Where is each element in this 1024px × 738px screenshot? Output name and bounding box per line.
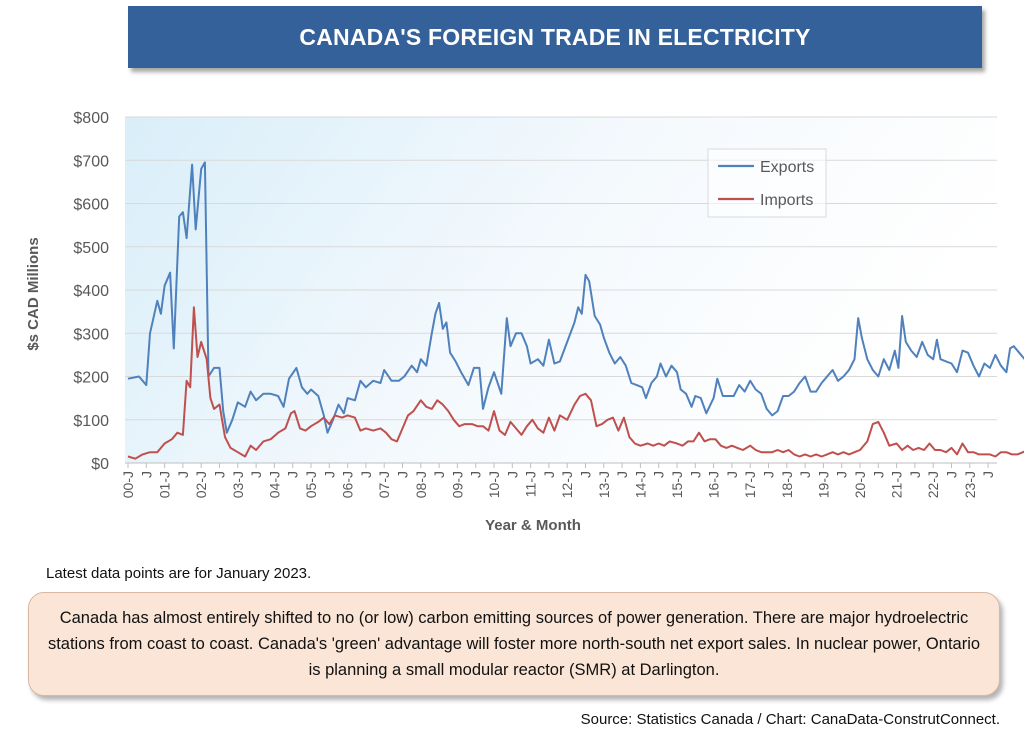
y-tick-label: $500 — [73, 240, 109, 257]
x-tick-label: J — [358, 471, 374, 478]
y-tick-label: $600 — [73, 197, 109, 214]
gridlines — [125, 116, 997, 421]
x-tick-label: 10-J — [486, 471, 502, 498]
x-tick-label: J — [468, 471, 484, 478]
x-tick-label: J — [138, 471, 154, 478]
x-tick-label: 04-J — [266, 471, 282, 498]
y-tick-label: $0 — [91, 456, 109, 473]
latest-data-note: Latest data points are for January 2023. — [46, 565, 312, 582]
x-tick-label: 20-J — [852, 471, 868, 498]
y-tick-label: $700 — [73, 153, 109, 170]
series-lines — [127, 161, 1024, 460]
x-tick-label: J — [761, 471, 777, 478]
x-tick-label: 14-J — [632, 471, 648, 498]
x-tick-label: 03-J — [230, 471, 246, 498]
x-axis-label: Year & Month — [485, 517, 581, 534]
legend-label-imports: Imports — [760, 192, 813, 209]
y-tick-label: $300 — [73, 326, 109, 343]
legend: Exports Imports — [707, 148, 827, 218]
commentary-callout: Canada has almost entirely shifted to no… — [28, 592, 1000, 696]
x-tick-label: 22-J — [925, 471, 941, 498]
x-tick-label: 06-J — [340, 471, 356, 498]
x-tick-label: J — [541, 471, 557, 478]
series-line-imports — [127, 306, 1024, 460]
x-tick-label: J — [431, 471, 447, 478]
x-tick-label: J — [980, 471, 996, 478]
line-chart: $0 $100 $200 $300 $400 $500 $600 $700 $800 00-J J… — [0, 96, 1024, 546]
x-tick-label: 07-J — [376, 471, 392, 498]
x-tick-label: 12-J — [559, 471, 575, 498]
x-tick-label: 05-J — [303, 471, 319, 498]
x-tick-label: 17-J — [742, 471, 758, 498]
x-tick-label: 01-J — [157, 471, 173, 498]
x-tick-label: 21-J — [889, 471, 905, 498]
x-tick-label: J — [212, 471, 228, 478]
x-tick-label: J — [834, 471, 850, 478]
x-tick-label: 23-J — [962, 471, 978, 498]
x-tick-label: 18-J — [779, 471, 795, 498]
legend-label-exports: Exports — [760, 159, 814, 176]
x-tick-label: J — [321, 471, 337, 478]
commentary-text: Canada has almost entirely shifted to no… — [47, 609, 981, 679]
x-tick-label: J — [907, 471, 923, 478]
x-tick-label: 11-J — [523, 471, 539, 497]
x-tick-label: 19-J — [815, 471, 831, 498]
y-tick-label: $200 — [73, 370, 109, 387]
x-tick-label: 09-J — [449, 471, 465, 498]
x-tick-label: 08-J — [413, 471, 429, 498]
x-tick-label: 15-J — [669, 471, 685, 498]
x-tick-label: J — [175, 471, 191, 478]
x-tick-label: 02-J — [193, 471, 209, 498]
y-tick-label: $100 — [73, 413, 109, 430]
chart-title: CANADA'S FOREIGN TRADE IN ELECTRICITY — [128, 6, 982, 68]
x-tick-label: J — [285, 471, 301, 478]
x-tick-label: J — [614, 471, 630, 478]
x-tick-label: J — [651, 471, 667, 478]
y-axis: $0 $100 $200 $300 $400 $500 $600 $700 $800 — [73, 110, 109, 473]
series-line-exports — [127, 161, 1024, 434]
x-tick-label: 13-J — [596, 471, 612, 498]
x-axis: 00-J J 01-J J 02-J J 03-J J 04-J J 05-J J 06-J J 07-J J… — [120, 462, 997, 498]
x-tick-label: J — [797, 471, 813, 478]
x-tick-label: J — [944, 471, 960, 478]
x-tick-label: J — [504, 471, 520, 478]
legend-box — [707, 148, 827, 218]
y-axis-label: $s CAD Millions — [25, 237, 42, 350]
x-tick-label: J — [395, 471, 411, 478]
y-tick-label: $400 — [73, 283, 109, 300]
x-tick-label: J — [724, 471, 740, 478]
y-tick-label: $800 — [73, 110, 109, 127]
x-tick-label: J — [687, 471, 703, 478]
x-tick-label: 00-J — [120, 471, 136, 498]
source-credit: Source: Statistics Canada / Chart: CanaD… — [580, 711, 1000, 728]
x-tick-label: J — [870, 471, 886, 478]
x-tick-label: J — [248, 471, 264, 478]
x-tick-label: J — [578, 471, 594, 478]
line-chart-svg: $0$100$200$300$400$500$600$700$800 00-J J… — [25, 110, 1024, 534]
x-tick-label: 16-J — [706, 471, 722, 498]
